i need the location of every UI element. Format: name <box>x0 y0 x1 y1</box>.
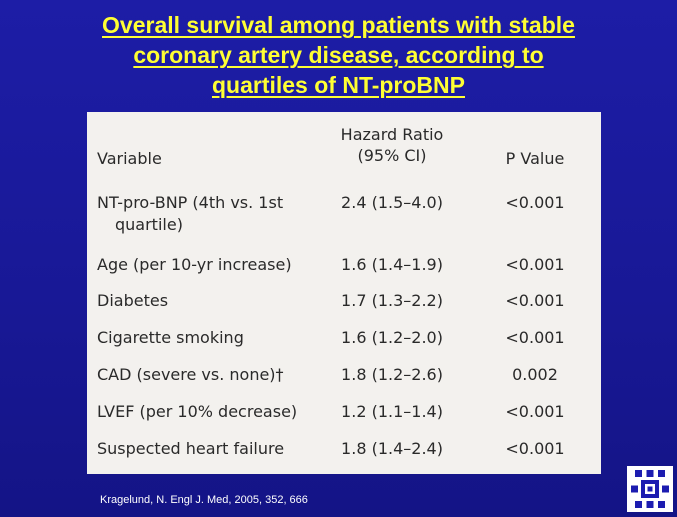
slide-title: Overall survival among patients with sta… <box>0 10 677 100</box>
row-p-value: <0.001 <box>505 255 565 274</box>
row-hazard-ratio: 1.6 (1.4–1.9) <box>341 255 443 274</box>
header-hazard-ratio: Hazard Ratio (95% CI) <box>327 124 457 166</box>
row-variable: CAD (severe vs. none)† <box>97 365 284 384</box>
row-p-value: <0.001 <box>505 328 565 347</box>
row-hazard-ratio: 1.7 (1.3–2.2) <box>341 291 443 310</box>
header-hazard-ratio-line1: Hazard Ratio <box>340 125 444 144</box>
row-p-value: <0.001 <box>505 193 565 212</box>
row-variable: LVEF (per 10% decrease) <box>97 402 298 421</box>
row-p-value: <0.001 <box>505 291 565 310</box>
row-variable: Diabetes <box>97 291 169 310</box>
header-hazard-ratio-line2: (95% CI) <box>357 146 427 165</box>
row-variable: Age (per 10-yr increase) <box>97 255 292 274</box>
institution-logo-graphic <box>631 470 669 508</box>
row-variable-line2: quartile) <box>115 215 183 234</box>
row-variable: NT-pro-BNP (4th vs. 1st quartile) <box>97 192 327 236</box>
row-p-value: 0.002 <box>512 365 558 384</box>
row-hazard-ratio: 2.4 (1.5–4.0) <box>341 193 443 212</box>
row-variable-line1: NT-pro-BNP (4th vs. 1st <box>97 193 284 212</box>
row-p-value: <0.001 <box>505 439 565 458</box>
title-line-2: coronary artery disease, according to <box>133 42 544 68</box>
title-line-1: Overall survival among patients with sta… <box>102 12 575 38</box>
row-hazard-ratio: 1.6 (1.2–2.0) <box>341 328 443 347</box>
institution-logo-icon <box>627 466 673 512</box>
row-hazard-ratio: 1.8 (1.2–2.6) <box>341 365 443 384</box>
row-variable: Suspected heart failure <box>97 439 285 458</box>
hazard-ratio-table: Variable Hazard Ratio (95% CI) P Value N… <box>87 112 601 474</box>
row-variable: Cigarette smoking <box>97 328 244 347</box>
row-hazard-ratio: 1.8 (1.4–2.4) <box>341 439 443 458</box>
row-hazard-ratio: 1.2 (1.1–1.4) <box>341 402 443 421</box>
citation: Kragelund, N. Engl J. Med, 2005, 352, 66… <box>100 494 308 506</box>
header-variable: Variable <box>97 149 162 168</box>
header-p-value: P Value <box>505 149 565 168</box>
row-p-value: <0.001 <box>505 402 565 421</box>
title-line-3: quartiles of NT-proBNP <box>211 72 465 98</box>
